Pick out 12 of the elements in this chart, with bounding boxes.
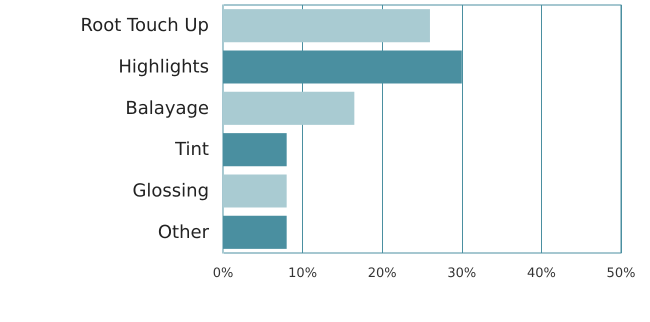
x-tick-label: 30% xyxy=(447,266,476,281)
y-tick-label: Other xyxy=(158,222,210,243)
x-tick-label: 50% xyxy=(606,266,636,281)
x-tick-label: 20% xyxy=(368,266,397,281)
y-tick-label: Highlights xyxy=(118,56,209,78)
y-tick-label: Balayage xyxy=(125,98,209,119)
y-tick-label: Root Touch Up xyxy=(80,15,209,36)
y-tick-label: Glossing xyxy=(132,180,209,202)
x-tick-label: 0% xyxy=(212,266,234,281)
x-tick-label: 40% xyxy=(526,266,556,281)
x-tick-label: 10% xyxy=(288,266,318,281)
y-tick-label: Tint xyxy=(174,139,209,160)
